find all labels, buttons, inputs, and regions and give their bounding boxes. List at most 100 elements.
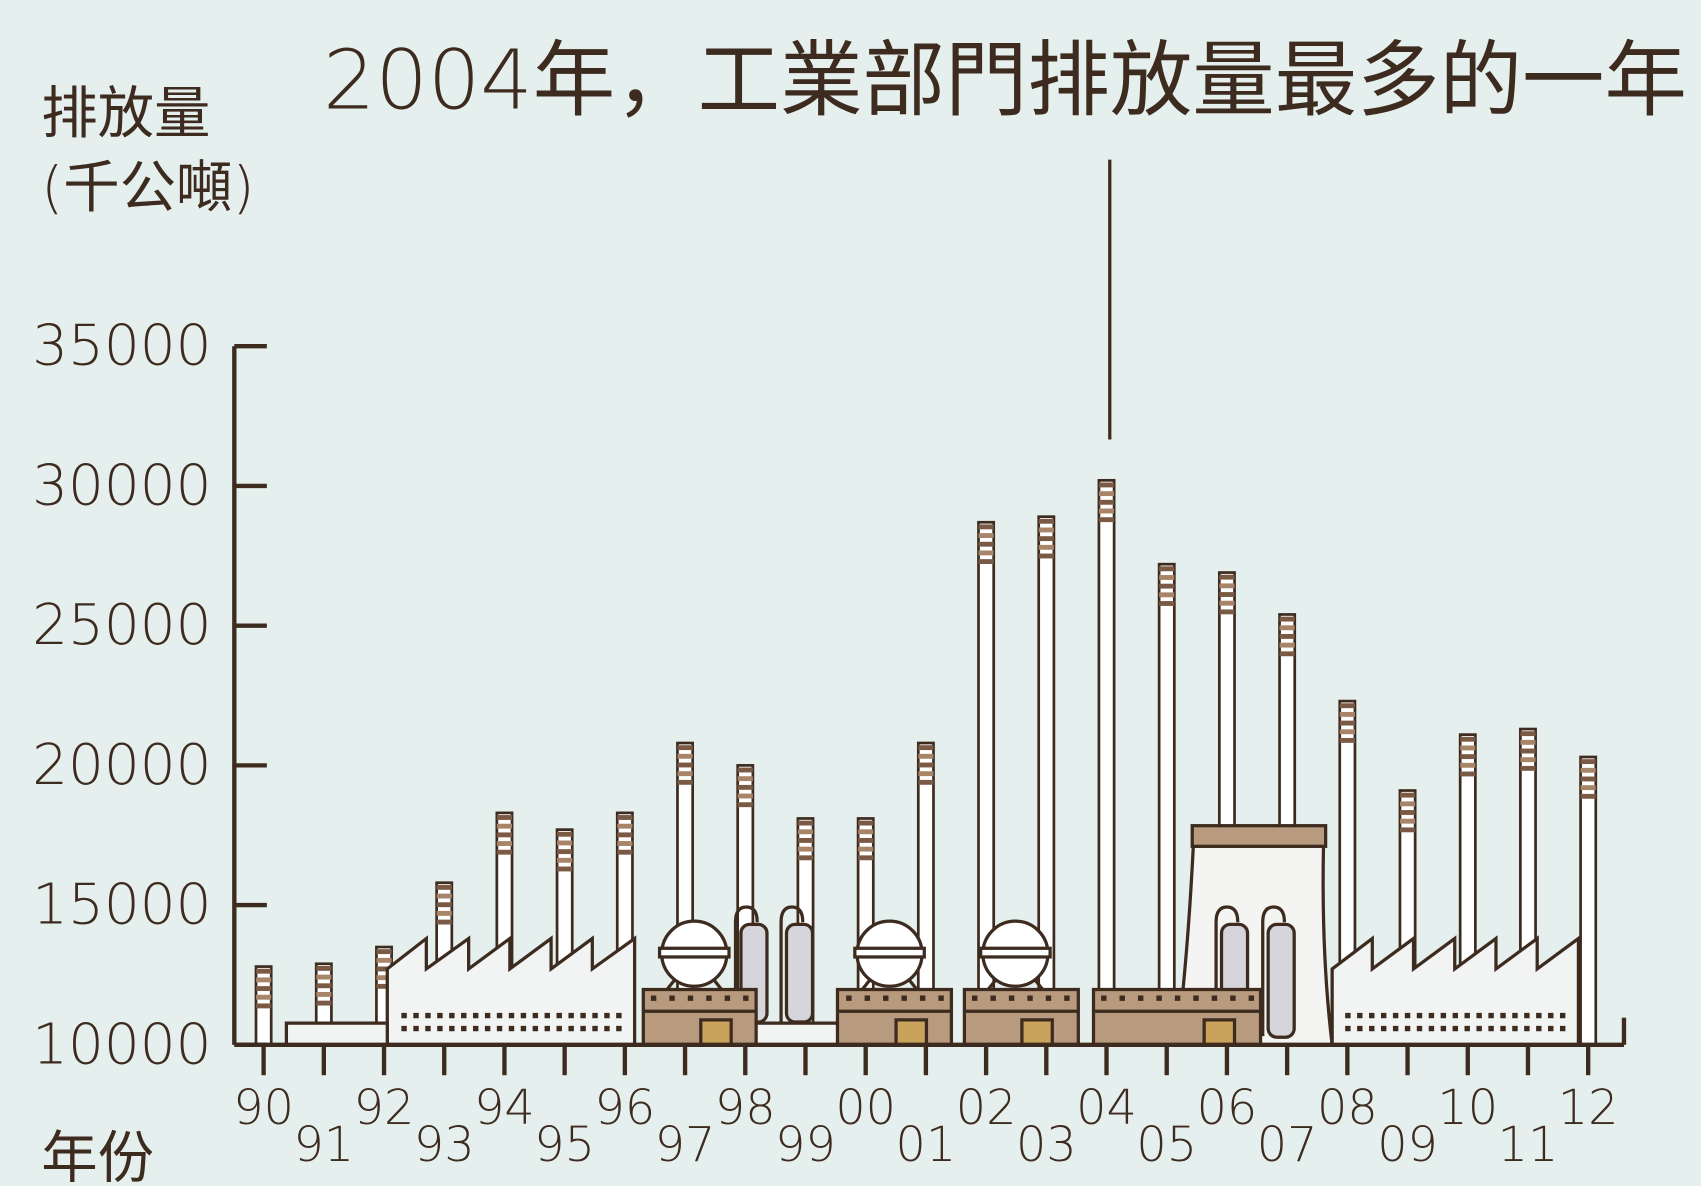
cap-stripe <box>376 983 392 989</box>
x-tick-label: 12 <box>1558 1081 1619 1136</box>
cap-stripe <box>677 771 693 777</box>
y-axis-unit: (千公噸) <box>41 155 254 220</box>
cap-stripe <box>978 550 994 556</box>
cap-stripe <box>256 994 272 1000</box>
cap-stripe <box>557 866 573 872</box>
cap-stripe <box>316 983 332 989</box>
y-tick-label: 20000 <box>32 733 211 798</box>
x-tick-label: 96 <box>594 1081 655 1136</box>
cap-stripe <box>978 541 994 547</box>
cap-stripe <box>1520 739 1536 745</box>
x-tick-label: 95 <box>534 1118 595 1173</box>
cap-stripe <box>1219 574 1235 580</box>
chimney-cap <box>1520 731 1536 771</box>
cap-stripe <box>557 857 573 863</box>
cap-stripe <box>918 745 934 751</box>
building <box>835 987 954 1047</box>
chimney-cap <box>1339 703 1355 743</box>
cap-stripe <box>1159 566 1175 572</box>
cap-stripe <box>316 974 332 980</box>
x-tick-label: 06 <box>1197 1081 1258 1136</box>
cap-stripe <box>797 820 814 826</box>
cap-stripe <box>1038 544 1054 550</box>
cap-stripe <box>376 966 392 972</box>
x-tick-label: 03 <box>1016 1118 1077 1173</box>
cap-stripe <box>436 919 452 925</box>
cap-stripe <box>376 957 392 963</box>
x-tick-label: 00 <box>835 1081 896 1136</box>
cap-stripe <box>316 965 332 971</box>
x-tick-label: 98 <box>715 1081 776 1136</box>
x-tick-label: 92 <box>354 1081 415 1136</box>
cap-stripe <box>557 849 573 855</box>
chimney-cap <box>978 524 994 565</box>
x-tick-label: 04 <box>1076 1081 1137 1136</box>
cap-stripe <box>256 1003 272 1009</box>
cap-stripe <box>496 841 513 846</box>
building <box>641 987 758 1047</box>
cap-stripe <box>737 793 753 799</box>
tank <box>657 919 731 992</box>
x-tick-label: 94 <box>474 1081 535 1136</box>
x-tick-label: 08 <box>1317 1081 1378 1136</box>
cap-stripe <box>797 829 814 835</box>
chimney-cap <box>1399 792 1416 833</box>
y-tick-label: 35000 <box>32 314 211 379</box>
y-tick-label: 25000 <box>32 593 211 658</box>
x-tick-label: 11 <box>1498 1118 1559 1173</box>
cap-stripe <box>1098 508 1115 514</box>
chimney-cap <box>256 968 272 1009</box>
cap-stripe <box>1520 748 1536 754</box>
cap-stripe <box>918 762 934 768</box>
cap-stripe <box>376 975 392 981</box>
x-axis-label: 年份 <box>41 1126 154 1186</box>
cap-stripe <box>1399 810 1416 815</box>
x-tick-label: 10 <box>1437 1081 1498 1136</box>
cap-stripe <box>1460 754 1476 760</box>
x-tick-label: 05 <box>1136 1118 1197 1173</box>
cap-stripe <box>1098 482 1115 488</box>
y-tick-label: 10000 <box>32 1012 211 1077</box>
cap-stripe <box>1279 625 1295 631</box>
cap-stripe <box>737 767 753 773</box>
cap-stripe <box>557 831 573 837</box>
cap-stripe <box>1159 583 1175 589</box>
cap-stripe <box>256 968 272 974</box>
cap-stripe <box>1580 759 1596 765</box>
cap-stripe <box>797 838 814 843</box>
cap-stripe <box>677 753 693 759</box>
x-tick-label: 09 <box>1377 1118 1438 1173</box>
cap-stripe <box>1339 720 1355 726</box>
cap-stripe <box>1520 765 1536 771</box>
x-tick-label: 01 <box>896 1118 957 1173</box>
chimney-cap <box>1219 574 1235 615</box>
chimney-cap <box>1038 518 1054 559</box>
chimney-cap <box>1159 566 1175 606</box>
cap-stripe <box>918 771 934 777</box>
cap-stripe <box>677 762 693 768</box>
cap-stripe <box>677 779 693 785</box>
y-tick-label: 15000 <box>32 873 211 938</box>
cap-stripe <box>496 832 513 838</box>
factories <box>284 824 1581 1047</box>
cap-stripe <box>1279 634 1295 639</box>
chimney-cap <box>737 767 753 808</box>
cap-stripe <box>918 779 934 785</box>
y-tick-label: 30000 <box>32 453 211 518</box>
cap-stripe <box>617 815 633 820</box>
cap-stripe <box>797 855 814 861</box>
chimney-cap <box>1460 736 1476 777</box>
column <box>1261 905 1296 1039</box>
cap-stripe <box>496 823 513 829</box>
chimney-cap <box>1279 616 1295 657</box>
chimney-cap <box>677 745 693 785</box>
cap-stripe <box>858 829 874 835</box>
cap-stripe <box>316 991 332 997</box>
cap-stripe <box>617 841 633 846</box>
x-tick-label: 99 <box>775 1118 836 1173</box>
cap-stripe <box>496 815 513 820</box>
cap-stripe <box>256 986 272 991</box>
cap-stripe <box>978 524 994 530</box>
chimney-cap <box>1098 482 1115 523</box>
